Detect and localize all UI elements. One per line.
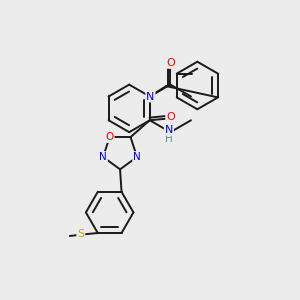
Text: H: H: [165, 134, 173, 144]
Text: O: O: [166, 58, 175, 68]
Text: O: O: [106, 132, 114, 142]
Text: N: N: [165, 125, 173, 135]
Text: O: O: [166, 112, 175, 122]
Text: N: N: [133, 152, 141, 162]
Text: N: N: [99, 152, 107, 162]
Text: N: N: [146, 92, 154, 101]
Text: S: S: [77, 230, 84, 239]
